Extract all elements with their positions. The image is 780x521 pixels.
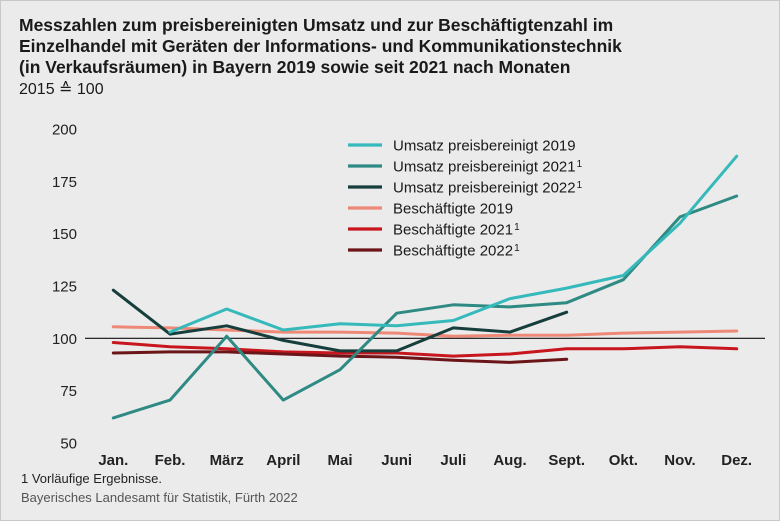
y-tick-label-0: 50 — [60, 436, 77, 453]
series-line-3 — [111, 325, 739, 338]
x-tick-label-3: April — [266, 452, 300, 469]
x-tick-label-0: Jan. — [98, 452, 128, 469]
x-tick-label-1: Feb. — [155, 452, 186, 469]
x-tick-label-6: Juli — [440, 452, 466, 469]
series-line-2 — [111, 288, 569, 353]
x-tick-label-10: Nov. — [664, 452, 695, 469]
footnote: 1 Vorläufige Ergebnisse. — [21, 471, 162, 486]
legend-label-4: Beschäftigte 2021 — [393, 222, 513, 239]
x-tick-label-9: Okt. — [609, 452, 638, 469]
source-note: Bayerisches Landesamt für Statistik, Für… — [21, 490, 298, 505]
chart-subtitle: 2015 ≙ 100 — [19, 81, 104, 98]
x-tick-label-2: März — [210, 452, 244, 469]
title-line-2: Einzelhandel mit Geräten der Information… — [19, 36, 622, 56]
x-tick-label-8: Sept. — [548, 452, 585, 469]
title-line-3: (in Verkaufsräumen) in Bayern 2019 sowie… — [19, 57, 571, 77]
y-tick-label-1: 75 — [60, 383, 77, 400]
legend-label-1: Umsatz preisbereinigt 2021 — [393, 159, 576, 176]
legend-footnote-marker-2: 1 — [577, 180, 583, 191]
y-tick-label-2: 100 — [52, 331, 77, 348]
legend-label-3: Beschäftigte 2019 — [393, 201, 513, 218]
chart-title: Messzahlen zum preisbereinigten Umsatz u… — [19, 15, 739, 78]
legend-footnote-marker-4: 1 — [514, 222, 520, 233]
y-tick-label-3: 125 — [52, 279, 77, 296]
x-tick-label-4: Mai — [327, 452, 352, 469]
x-tick-label-5: Juni — [381, 452, 412, 469]
series-line-1 — [111, 194, 739, 420]
series-line-0 — [168, 154, 739, 334]
legend-label-0: Umsatz preisbereinigt 2019 — [393, 138, 576, 155]
legend-footnote-marker-5: 1 — [514, 243, 520, 254]
series-line-4 — [111, 341, 739, 358]
x-tick-label-11: Dez. — [721, 452, 752, 469]
x-tick-label-7: Aug. — [493, 452, 526, 469]
legend-label-2: Umsatz preisbereinigt 2022 — [393, 180, 576, 197]
title-line-1: Messzahlen zum preisbereinigten Umsatz u… — [19, 15, 614, 35]
legend-footnote-marker-1: 1 — [577, 159, 583, 170]
y-tick-label-4: 150 — [52, 226, 77, 243]
legend-label-5: Beschäftigte 2022 — [393, 243, 513, 260]
series-line-5 — [111, 350, 569, 364]
y-tick-label-5: 175 — [52, 174, 77, 191]
y-tick-label-6: 200 — [52, 122, 77, 139]
